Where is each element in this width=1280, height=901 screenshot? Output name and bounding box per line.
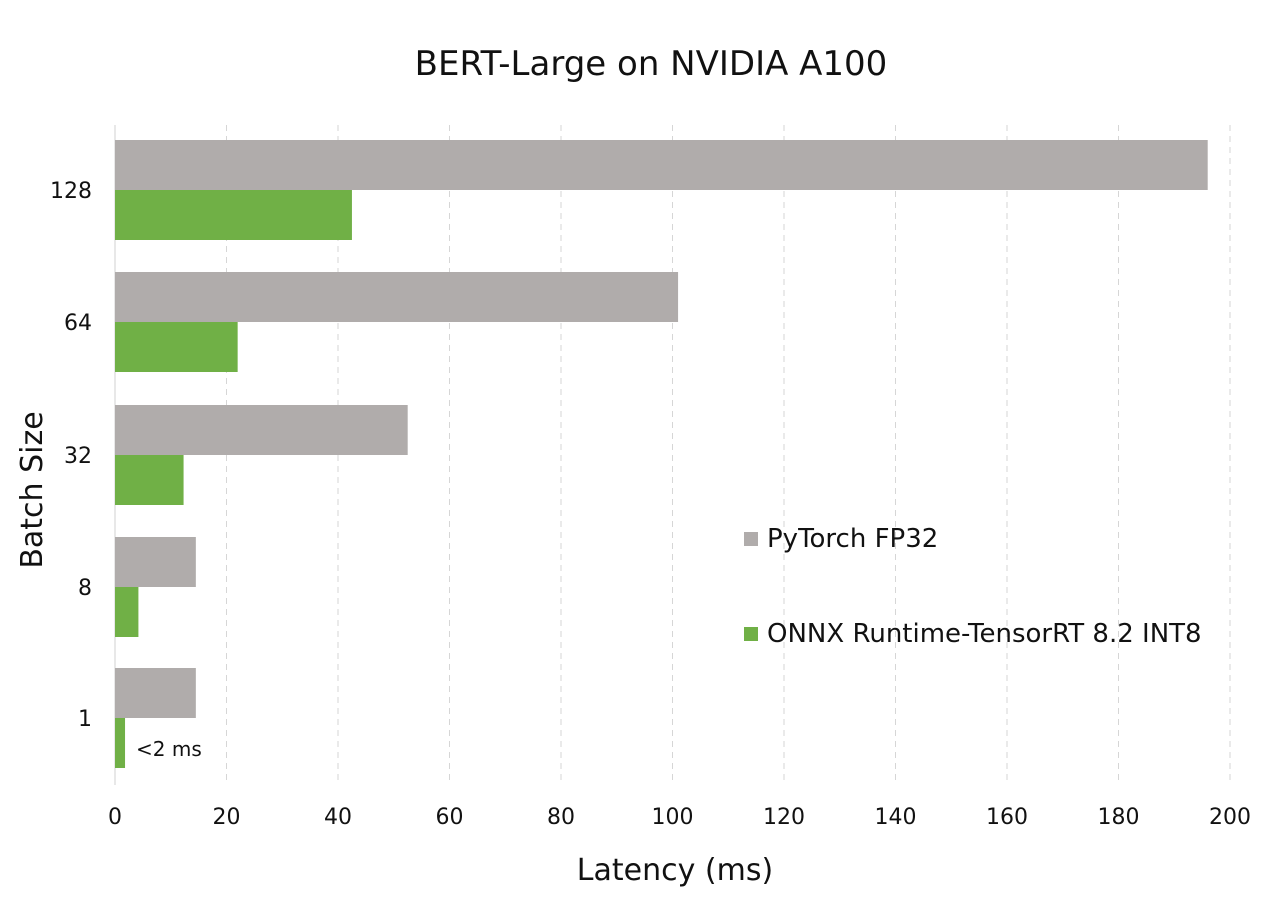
bar-pytorch-128 <box>115 140 1208 190</box>
y-axis-title: Batch Size <box>15 411 50 568</box>
bar-onnx-32 <box>115 455 184 505</box>
legend: PyTorch FP32 ONNX Runtime-TensorRT 8.2 IN… <box>744 524 1202 649</box>
x-tick-140: 140 <box>875 805 917 830</box>
y-tick-128: 128 <box>50 179 92 204</box>
annotations: <2 ms <box>136 737 202 761</box>
chart-title: BERT-Large on NVIDIA A100 <box>415 44 888 84</box>
x-tick-160: 160 <box>986 805 1028 830</box>
x-tick-labels: 0 20 40 60 80 100 120 140 160 180 200 <box>108 805 1251 830</box>
bar-onnx-1 <box>115 718 126 768</box>
x-tick-80: 80 <box>547 805 575 830</box>
x-tick-20: 20 <box>213 805 241 830</box>
y-tick-32: 32 <box>64 444 92 469</box>
y-tick-8: 8 <box>78 576 92 601</box>
bar-onnx-128 <box>115 190 352 240</box>
bar-pytorch-64 <box>115 272 679 322</box>
y-tick-64: 64 <box>64 311 92 336</box>
bar-pytorch-32 <box>115 405 408 455</box>
bar-onnx-8 <box>115 587 139 637</box>
bars <box>115 140 1208 768</box>
annotation-label: <2 ms <box>136 737 202 761</box>
legend-label-pytorch: PyTorch FP32 <box>767 524 938 554</box>
bar-onnx-64 <box>115 322 238 372</box>
legend-swatch-pytorch <box>744 532 758 546</box>
legend-label-onnx: ONNX Runtime-TensorRT 8.2 INT8 <box>767 619 1202 649</box>
y-tick-1: 1 <box>78 707 92 732</box>
x-tick-40: 40 <box>324 805 352 830</box>
x-tick-60: 60 <box>436 805 464 830</box>
x-axis-title: Latency (ms) <box>577 853 773 888</box>
bar-pytorch-1 <box>115 668 196 718</box>
legend-swatch-onnx <box>744 627 758 641</box>
x-tick-180: 180 <box>1098 805 1140 830</box>
x-tick-120: 120 <box>763 805 805 830</box>
x-tick-0: 0 <box>108 805 122 830</box>
x-tick-200: 200 <box>1209 805 1251 830</box>
x-tick-100: 100 <box>652 805 694 830</box>
y-tick-labels: 128 64 32 8 1 <box>50 179 92 732</box>
bar-pytorch-8 <box>115 537 196 587</box>
